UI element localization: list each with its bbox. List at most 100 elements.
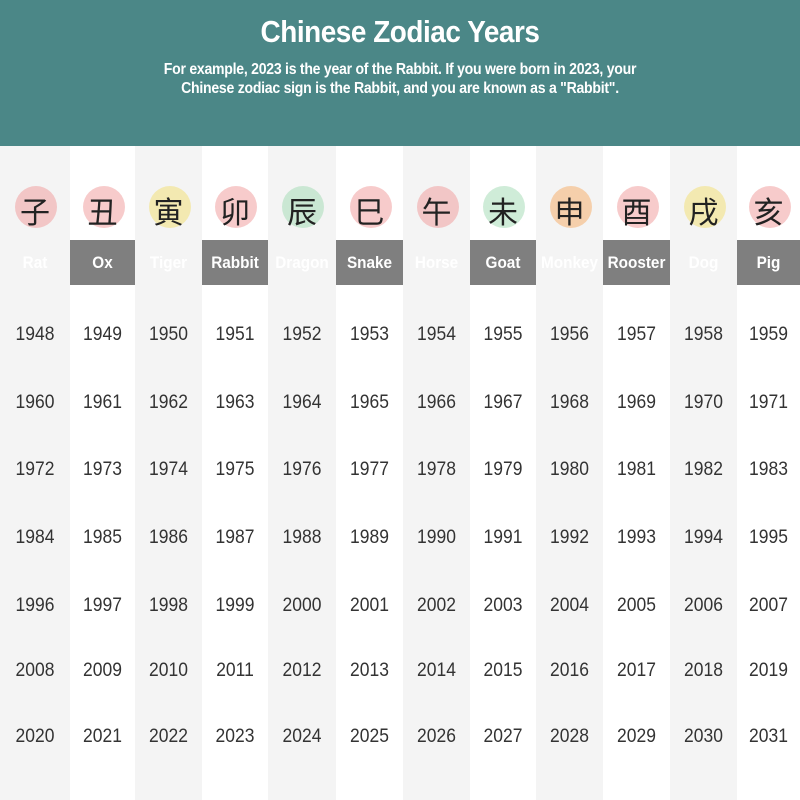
year-cell: 1995 (749, 527, 788, 548)
snake-icon: 巳 (340, 166, 400, 236)
year-cell: 1985 (83, 527, 122, 548)
year-cell: 1959 (749, 324, 788, 345)
year-cell: 2012 (282, 660, 322, 681)
year-cell: 1986 (149, 527, 188, 548)
pig-icon: 亥 (739, 166, 799, 236)
sign-name: Monkey (541, 253, 598, 272)
year-cell: 2028 (550, 726, 589, 747)
year-cell: 1963 (215, 392, 255, 413)
year-cell: 2017 (617, 660, 656, 681)
color-blob (215, 186, 257, 228)
zodiac-character: 丑 (87, 196, 118, 231)
year-cell: 1974 (149, 459, 188, 480)
zodiac-column-rabbit: 卯 Rabbit 1951 1963 1975 1987 1999 2011 2023 (202, 146, 268, 800)
zodiac-table: 子 Rat 1948 1960 1972 1984 1996 2008 2020 丑 Ox 19… (0, 146, 800, 800)
year-cell: 1950 (149, 324, 188, 345)
color-blob (15, 186, 57, 228)
year-cell: 2022 (149, 726, 188, 747)
year-cell: 1967 (483, 392, 523, 413)
zodiac-column-rooster: 酉 Rooster 1957 1969 1981 1993 2005 2017 2029 (603, 146, 670, 800)
zodiac-character: 巳 (354, 196, 385, 231)
year-cell: 1960 (15, 392, 55, 413)
year-cell: 1981 (617, 459, 656, 480)
year-cell: 1979 (483, 459, 523, 480)
year-cell: 1969 (617, 392, 656, 413)
year-cell: 2005 (617, 595, 656, 616)
year-cell: 1983 (749, 459, 788, 480)
year-cell: 1956 (550, 324, 589, 345)
year-cell: 1992 (550, 527, 589, 548)
year-cell: 1976 (282, 459, 322, 480)
year-cell: 1948 (15, 324, 55, 345)
year-cell: 1955 (483, 324, 523, 345)
year-cell: 1957 (617, 324, 656, 345)
year-cell: 2007 (749, 595, 788, 616)
year-cell: 1991 (483, 527, 523, 548)
zodiac-column-goat: 未 Goat 1955 1967 1979 1991 2003 2015 2027 (470, 146, 536, 800)
zodiac-character: 子 (20, 196, 50, 231)
rat-icon: 子 (5, 166, 65, 236)
year-cell: 2029 (617, 726, 656, 747)
sign-name: Dog (688, 253, 719, 272)
year-cell: 2019 (749, 660, 788, 681)
tiger-icon: 寅 (139, 166, 199, 236)
year-cell: 1998 (149, 595, 188, 616)
year-cell: 1978 (417, 459, 456, 480)
year-cell: 1970 (684, 392, 723, 413)
zodiac-column-pig: 亥 Pig 1959 1971 1983 1995 2007 2019 2031 (737, 146, 800, 800)
year-cell: 1990 (417, 527, 456, 548)
color-blob (349, 186, 392, 228)
zodiac-character: 午 (421, 196, 452, 231)
zodiac-character: 酉 (621, 196, 652, 231)
color-blob (483, 186, 525, 228)
sign-name: Tiger (149, 253, 188, 272)
sign-name: Rabbit (211, 253, 259, 272)
year-cell: 1949 (83, 324, 122, 345)
dog-icon: 戌 (674, 166, 734, 236)
year-cell: 1999 (215, 595, 255, 616)
zodiac-column-dragon: 辰 Dragon 1952 1964 1976 1988 2000 2012 2024 (268, 146, 336, 800)
year-cell: 2016 (550, 660, 589, 681)
sign-name: Horse (414, 253, 459, 272)
year-cell: 1952 (282, 324, 322, 345)
color-blob (549, 186, 592, 228)
year-cell: 2024 (282, 726, 322, 747)
zodiac-column-ox: 丑 Ox 1949 1961 1973 1985 1997 2009 2021 (70, 146, 135, 800)
rooster-icon: 酉 (607, 166, 667, 236)
year-cell: 2000 (282, 595, 322, 616)
zodiac-character: 未 (488, 196, 518, 231)
zodiac-column-rat: 子 Rat 1948 1960 1972 1984 1996 2008 2020 (0, 146, 70, 800)
header: Chinese Zodiac Years For example, 2023 i… (0, 0, 800, 146)
monkey-icon: 申 (540, 166, 600, 236)
year-cell: 2020 (15, 726, 55, 747)
year-cell: 2008 (15, 660, 55, 681)
year-cell: 2027 (483, 726, 523, 747)
year-cell: 2026 (417, 726, 456, 747)
sign-name: Pig (756, 253, 781, 272)
zodiac-column-dog: 戌 Dog 1958 1970 1982 1994 2006 2018 2030 (670, 146, 737, 800)
year-cell: 1984 (15, 527, 55, 548)
zodiac-column-monkey: 申 Monkey 1956 1968 1980 1992 2004 2016 2028 (536, 146, 603, 800)
year-cell: 2002 (417, 595, 456, 616)
year-cell: 2011 (216, 660, 254, 681)
year-cell: 1987 (215, 527, 255, 548)
year-cell: 1968 (550, 392, 589, 413)
zodiac-column-snake: 巳 Snake 1953 1965 1977 1989 2001 2013 2025 (336, 146, 403, 800)
year-cell: 2018 (684, 660, 723, 681)
sign-name: Rat (22, 253, 48, 272)
color-blob (148, 186, 191, 228)
page-subtitle: For example, 2023 is the year of the Rab… (163, 61, 637, 97)
year-cell: 1975 (215, 459, 255, 480)
zodiac-character: 寅 (153, 196, 184, 231)
year-cell: 2001 (350, 595, 389, 616)
year-cell: 1972 (15, 459, 55, 480)
year-cell: 2009 (83, 660, 122, 681)
year-cell: 2023 (215, 726, 255, 747)
color-blob (683, 186, 726, 228)
year-cell: 1994 (684, 527, 723, 548)
year-cell: 1951 (215, 324, 255, 345)
year-cell: 2006 (684, 595, 723, 616)
label-bar (0, 240, 800, 285)
page-title: Chinese Zodiac Years (260, 14, 540, 49)
year-cell: 1971 (749, 392, 788, 413)
